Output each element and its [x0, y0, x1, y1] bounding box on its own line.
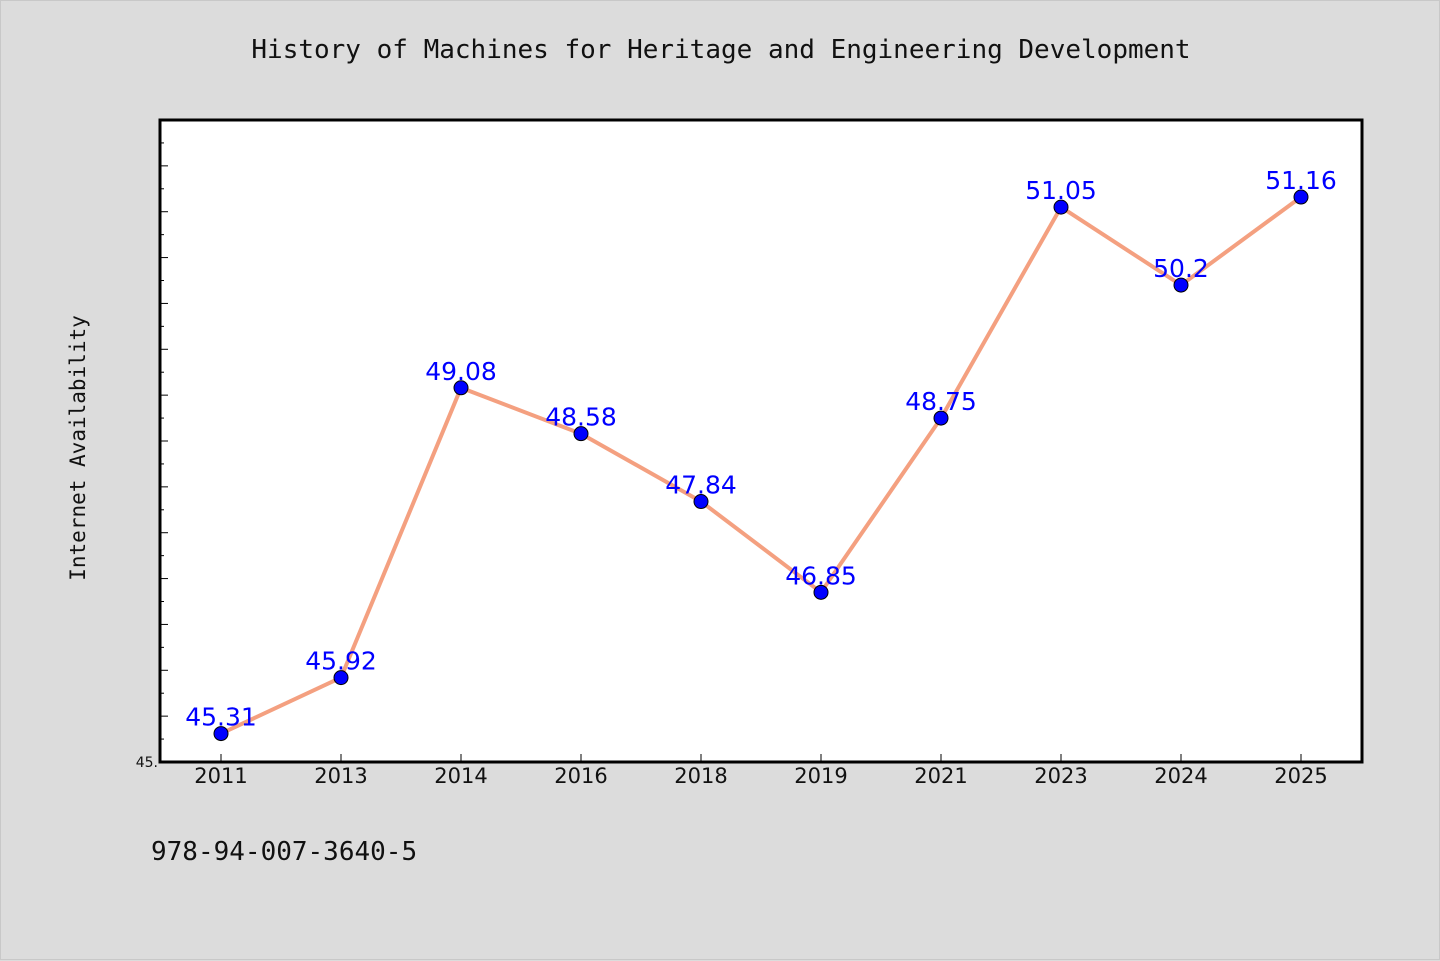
data-label: 47.84	[665, 471, 737, 500]
footer-code: 978-94-007-3640-5	[151, 837, 418, 867]
series-layer	[213, 189, 1309, 742]
data-point	[213, 726, 229, 742]
data-point	[693, 494, 709, 510]
data-point	[1053, 199, 1069, 215]
data-label: 46.85	[785, 561, 857, 590]
plot-area	[158, 118, 1364, 764]
chart-title: History of Machines for Heritage and Eng…	[251, 35, 1191, 65]
x-tick-label: 2021	[914, 764, 967, 788]
data-point	[933, 410, 949, 426]
data-point	[573, 426, 589, 442]
data-label: 49.08	[425, 357, 497, 386]
data-label: 45.31	[185, 703, 257, 732]
y-min-tick-label: 45.	[136, 755, 158, 771]
data-point	[1173, 277, 1189, 293]
x-tick-label: 2018	[674, 764, 727, 788]
data-point	[333, 670, 349, 686]
data-label: 48.58	[545, 403, 617, 432]
x-ticks: 2011 2013 2014 2016 2018 2019 2021 2023 2024 2025	[194, 754, 1328, 788]
x-tick-label: 2014	[434, 764, 487, 788]
x-tick-label: 2011	[194, 764, 247, 788]
data-label: 51.16	[1265, 166, 1337, 195]
series-line	[219, 195, 1303, 736]
x-tick-label: 2019	[794, 764, 847, 788]
data-label: 50.2	[1153, 254, 1209, 283]
data-point	[813, 584, 829, 600]
data-labels: 45.31 45.92 49.08 48.58 47.84 46.85 48.75 51.05…	[185, 166, 1337, 732]
x-tick-label: 2023	[1034, 764, 1087, 788]
x-tick-label: 2016	[554, 764, 607, 788]
data-label: 51.05	[1025, 176, 1097, 205]
x-tick-label: 2025	[1274, 764, 1327, 788]
y-ticks	[160, 142, 168, 740]
x-tick-label: 2013	[314, 764, 367, 788]
data-point	[453, 380, 469, 396]
data-label: 45.92	[305, 647, 377, 676]
data-point	[1293, 189, 1309, 205]
x-tick-label: 2024	[1154, 764, 1207, 788]
data-label: 48.75	[905, 387, 977, 416]
